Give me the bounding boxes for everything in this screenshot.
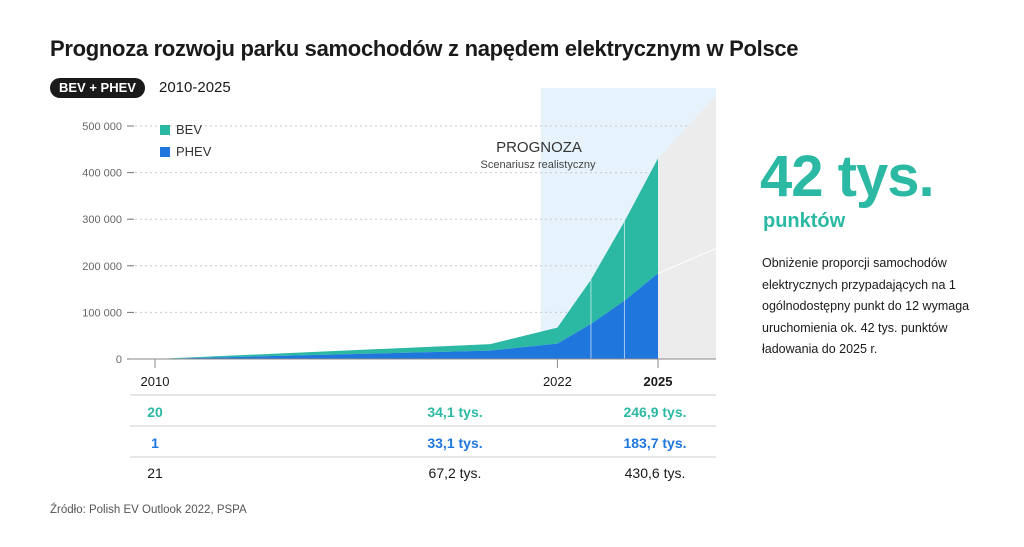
y-tick-label: 100 000 <box>82 307 122 319</box>
table-cell-bev: 34,1 tys. <box>427 404 482 420</box>
y-tick-label: 400 000 <box>82 168 122 180</box>
legend-swatch-bev <box>160 125 170 135</box>
highlight-value: 42 tys. <box>760 144 935 209</box>
y-tick-label: 500 000 <box>82 121 122 133</box>
highlight-unit: punktów <box>763 210 846 232</box>
x-tick-label: 2025 <box>644 374 673 389</box>
table-cell-total: 67,2 tys. <box>429 465 482 481</box>
table-cell-phev: 1 <box>151 435 159 451</box>
source-note: Źródło: Polish EV Outlook 2022, PSPA <box>50 504 247 516</box>
table-cell-total: 21 <box>147 465 163 481</box>
category-badge: BEV + PHEV <box>50 78 145 98</box>
extrapolation-divider <box>657 248 717 274</box>
table-cell-phev: 33,1 tys. <box>427 435 482 451</box>
table-cell-total: 430,6 tys. <box>625 465 686 481</box>
y-tick-label: 200 000 <box>82 261 122 273</box>
forecast-label: PROGNOZA <box>496 139 582 156</box>
extrapolation-area <box>658 96 716 359</box>
area-phev <box>155 273 658 359</box>
years-range: 2010-2025 <box>159 79 231 96</box>
table-cell-bev: 20 <box>147 404 163 420</box>
x-tick-label: 2022 <box>543 374 572 389</box>
x-tick-label: 2010 <box>141 374 170 389</box>
y-tick-label: 300 000 <box>82 214 122 226</box>
y-tick-label: 0 <box>116 354 122 366</box>
table-cell-phev: 183,7 tys. <box>623 435 686 451</box>
highlight-description: Obniżenie proporcji samochodów elektrycz… <box>762 256 970 356</box>
legend-swatch-phev <box>160 147 170 157</box>
legend-label-bev: BEV <box>176 122 202 137</box>
table-cell-bev: 246,9 tys. <box>623 404 686 420</box>
chart-title: Prognoza rozwoju parku samochodów z napę… <box>50 36 799 61</box>
forecast-scenario-label: Scenariusz realistyczny <box>481 159 596 171</box>
legend-label-phev: PHEV <box>176 144 212 159</box>
